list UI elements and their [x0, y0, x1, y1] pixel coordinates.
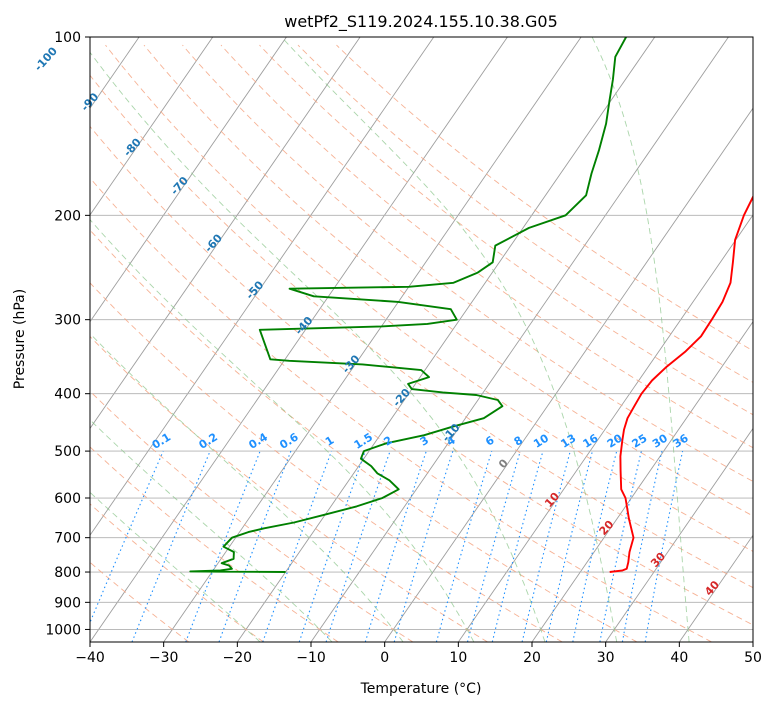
- chart-title: wetPf2_S119.2024.155.10.38.G05: [284, 12, 558, 32]
- x-tick-label: 40: [670, 650, 688, 666]
- y-tick-label: 900: [54, 595, 81, 611]
- y-axis-label: Pressure (hPa): [12, 289, 28, 389]
- x-tick-label: −20: [223, 650, 253, 666]
- y-tick-label: 500: [54, 444, 81, 460]
- y-tick-label: 600: [54, 491, 81, 507]
- x-tick-label: −40: [75, 650, 105, 666]
- y-tick-label: 100: [54, 30, 81, 46]
- y-tick-label: 700: [54, 531, 81, 547]
- x-tick-label: 50: [744, 650, 762, 666]
- y-tick-label: 400: [54, 387, 81, 403]
- y-tick-label: 1000: [45, 622, 81, 638]
- x-tick-label: 30: [597, 650, 615, 666]
- x-tick-label: 10: [449, 650, 467, 666]
- x-tick-label: 20: [523, 650, 541, 666]
- x-tick-label: 0: [380, 650, 389, 666]
- y-tick-label: 800: [54, 565, 81, 581]
- x-axis-label: Temperature (°C): [360, 681, 482, 697]
- x-tick-label: −30: [149, 650, 179, 666]
- x-tick-label: −10: [296, 650, 326, 666]
- y-tick-label: 300: [54, 313, 81, 329]
- y-tick-label: 200: [54, 208, 81, 224]
